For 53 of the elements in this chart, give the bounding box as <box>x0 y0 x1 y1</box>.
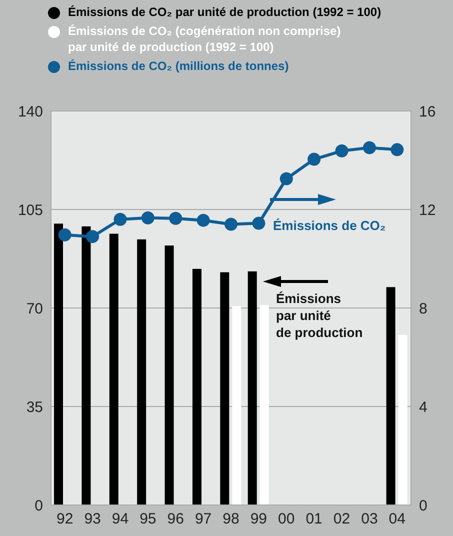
x-tick-label: 97 <box>194 510 212 528</box>
point <box>335 144 348 158</box>
annotation: Émissions par unité de production <box>276 290 363 341</box>
point <box>58 228 72 242</box>
legend-label: Émissions de CO₂ (millions de tonnes) <box>68 58 289 74</box>
point <box>224 218 238 231</box>
bar <box>164 246 174 505</box>
bar <box>109 234 118 505</box>
point <box>252 216 266 230</box>
x-tick-label: 95 <box>140 510 156 528</box>
bar <box>220 272 230 505</box>
y2-tick-label: 4 <box>419 398 428 416</box>
x-tick-label: 92 <box>56 510 74 528</box>
x-tick-label: 00 <box>278 510 295 528</box>
point <box>308 152 321 166</box>
x-tick-label: 02 <box>333 510 350 528</box>
point <box>141 211 154 224</box>
point <box>196 214 210 227</box>
x-tick-label: 96 <box>167 510 184 528</box>
x-tick-label: 04 <box>388 510 406 528</box>
y2-tick-label: 0 <box>419 497 428 514</box>
point <box>114 212 127 226</box>
x-tick-label: 03 <box>361 510 378 528</box>
y-tick-label: 140 <box>18 103 43 120</box>
bar <box>192 268 202 505</box>
y-tick-label: 70 <box>26 300 43 318</box>
bar <box>398 335 408 505</box>
point <box>280 172 293 186</box>
point <box>390 143 404 156</box>
point <box>169 212 182 225</box>
bar <box>54 224 63 505</box>
point <box>362 141 376 154</box>
y-tick-label: 0 <box>34 497 43 514</box>
bar <box>82 226 91 505</box>
legend-label: Émissions de CO₂ par unité de production (1992 = 100) <box>68 4 382 20</box>
x-tick-label: 94 <box>112 510 129 528</box>
y2-tick-label: 8 <box>419 300 428 318</box>
y2-tick-label: 12 <box>419 202 436 219</box>
bar <box>248 271 257 505</box>
y-tick-label: 105 <box>18 202 43 219</box>
x-tick-label: 98 <box>222 510 240 528</box>
x-tick-label: 01 <box>306 510 322 528</box>
bar <box>386 287 396 505</box>
y-tick-label: 35 <box>26 398 43 416</box>
bar <box>260 305 269 505</box>
annotation: Émissions de CO₂ <box>273 217 386 234</box>
x-tick-label: 93 <box>84 510 101 528</box>
point <box>86 230 100 244</box>
bar <box>137 239 146 505</box>
y2-tick-label: 16 <box>419 103 436 120</box>
legend-label: Émissions de CO₂ (cogénération non comprise) par unité de production (1992 = 100) <box>68 23 342 55</box>
bar <box>232 306 242 505</box>
x-tick-label: 99 <box>250 510 268 528</box>
